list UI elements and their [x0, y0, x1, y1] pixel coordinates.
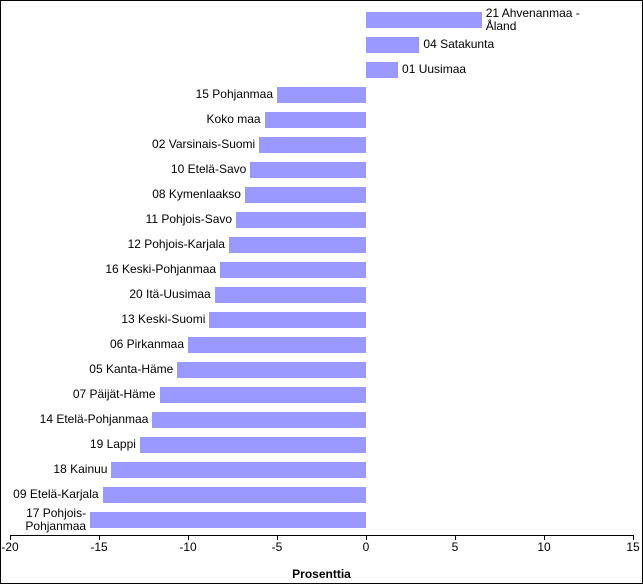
bar	[160, 387, 366, 403]
bar	[366, 12, 482, 28]
bar-label: 08 Kymenlaakso	[152, 188, 241, 201]
bar-label: 06 Pirkanmaa	[110, 338, 184, 351]
x-tick-label: 0	[363, 540, 370, 554]
bar	[103, 487, 366, 503]
bar-label: 11 Pohjois-Savo	[146, 213, 233, 226]
bar-label: 01 Uusimaa	[402, 63, 466, 76]
bar-label: 13 Keski-Suomi	[121, 313, 205, 326]
x-tick-label: -10	[179, 540, 196, 554]
bar	[277, 87, 366, 103]
bar-label: 20 Itä-Uusimaa	[129, 288, 210, 301]
bar	[366, 37, 419, 53]
bar	[236, 212, 366, 228]
bar	[259, 137, 366, 153]
bar-label: 12 Pohjois-Karjala	[128, 238, 225, 251]
bar-label: 07 Päijät-Häme	[73, 388, 156, 401]
bar-label: 19 Lappi	[90, 438, 136, 451]
bar-label: 10 Etelä-Savo	[171, 163, 246, 176]
bar	[215, 287, 366, 303]
bar-label: 14 Etelä-Pohjanmaa	[40, 413, 149, 426]
bar	[111, 462, 366, 478]
bar	[90, 512, 366, 528]
plot-area: 21 Ahvenanmaa -Åland 04 Satakunta 01 Uusim…	[10, 7, 633, 535]
x-axis-title: Prosenttia	[1, 567, 642, 581]
x-tick-label: 10	[537, 540, 550, 554]
bar-label: 04 Satakunta	[423, 38, 494, 51]
bar	[209, 312, 366, 328]
bar-label: 21 Ahvenanmaa -Åland	[486, 7, 580, 33]
bar	[250, 162, 366, 178]
bar-label: 16 Keski-Pohjanmaa	[105, 263, 216, 276]
x-axis: -20-15-10-5051015	[10, 535, 633, 563]
x-tick-label: -20	[1, 540, 18, 554]
chart-container: 21 Ahvenanmaa -Åland 04 Satakunta 01 Uusim…	[0, 0, 643, 584]
x-tick-label: -5	[272, 540, 283, 554]
bar-label: 15 Pohjanmaa	[196, 88, 273, 101]
bar-label: 05 Kanta-Häme	[89, 363, 173, 376]
x-tick-label: 5	[452, 540, 459, 554]
bar	[245, 187, 366, 203]
bar	[366, 62, 398, 78]
bar-label: Koko maa	[207, 113, 261, 126]
bar	[220, 262, 366, 278]
bar	[140, 437, 366, 453]
bar-label: 17 Pohjois-Pohjanmaa	[25, 507, 86, 533]
bar-label: 02 Varsinais-Suomi	[152, 138, 255, 151]
x-tick-label: -15	[90, 540, 107, 554]
bar-label: 09 Etelä-Karjala	[13, 488, 98, 501]
bar	[177, 362, 366, 378]
bar-label: 18 Kainuu	[53, 463, 107, 476]
bar	[188, 337, 366, 353]
bar	[152, 412, 366, 428]
x-tick-label: 15	[626, 540, 639, 554]
bar	[265, 112, 366, 128]
bar	[229, 237, 366, 253]
